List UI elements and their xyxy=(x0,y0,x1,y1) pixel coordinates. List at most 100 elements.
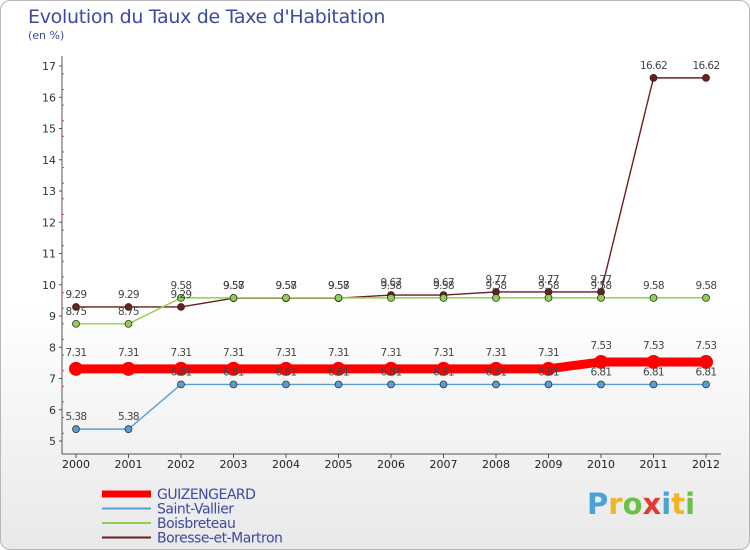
data-point xyxy=(72,319,80,328)
data-point xyxy=(177,294,185,302)
data-point xyxy=(282,380,290,389)
data-label: 7.53 xyxy=(591,340,612,352)
data-label: 7.31 xyxy=(276,347,297,359)
data-label: 9.58 xyxy=(276,280,297,292)
data-point xyxy=(436,361,451,376)
data-point xyxy=(279,361,293,376)
data-point xyxy=(649,380,658,389)
legend-label: Boisbreteau xyxy=(157,516,235,532)
data-point xyxy=(702,74,710,82)
data-label: 9.58 xyxy=(328,280,349,292)
data-point xyxy=(72,303,80,311)
data-label: 6.81 xyxy=(328,366,349,378)
x-tick-label: 2012 xyxy=(692,458,720,471)
x-tick-label: 2008 xyxy=(482,458,510,471)
data-label: 6.81 xyxy=(643,366,664,378)
data-label: 6.81 xyxy=(433,366,454,378)
legend-label: Saint-Vallier xyxy=(157,502,234,518)
data-label: 9.58 xyxy=(486,280,507,292)
data-point xyxy=(69,361,83,376)
data-point xyxy=(544,380,553,389)
x-tick-label: 2003 xyxy=(220,458,248,471)
data-label: 5.38 xyxy=(118,411,139,423)
data-label: 6.81 xyxy=(171,366,192,378)
data-label: 7.31 xyxy=(538,347,559,359)
data-point xyxy=(702,294,710,302)
data-point xyxy=(489,361,503,376)
data-label: 7.31 xyxy=(223,347,244,359)
data-point xyxy=(124,319,133,328)
data-point xyxy=(72,425,80,433)
data-label: 7.31 xyxy=(171,347,192,359)
y-tick-label: 8 xyxy=(49,341,56,354)
data-label: 7.31 xyxy=(118,347,139,359)
data-label: 9.58 xyxy=(696,280,717,292)
data-point xyxy=(387,294,395,302)
data-point xyxy=(597,294,605,302)
x-tick-label: 2001 xyxy=(115,458,143,471)
data-label: 9.29 xyxy=(66,289,87,301)
data-point xyxy=(384,361,398,376)
data-point xyxy=(226,361,241,376)
data-point xyxy=(439,294,448,302)
y-tick-label: 12 xyxy=(42,216,56,229)
data-point xyxy=(597,380,605,389)
data-point xyxy=(492,380,500,389)
data-label: 7.31 xyxy=(328,347,349,359)
data-label: 9.58 xyxy=(591,280,612,292)
series-line-1 xyxy=(76,383,706,430)
data-point xyxy=(649,74,658,82)
data-label: 9.58 xyxy=(538,280,559,292)
x-tick-label: 2011 xyxy=(640,458,668,471)
y-tick-label: 5 xyxy=(49,435,56,448)
data-label: 9.57 xyxy=(276,280,297,292)
data-label: 6.81 xyxy=(591,366,612,378)
data-point xyxy=(331,361,346,376)
data-point xyxy=(594,354,608,369)
y-tick-label: 17 xyxy=(42,60,56,73)
data-label: 5.38 xyxy=(66,411,87,423)
y-tick-label: 15 xyxy=(42,123,56,136)
data-label: 9.67 xyxy=(433,277,454,289)
data-point xyxy=(387,380,395,389)
data-label: 16.62 xyxy=(692,60,719,72)
legend-label: GUIZENGEARD xyxy=(157,487,255,503)
y-tick-label: 16 xyxy=(42,91,56,104)
data-point xyxy=(177,303,185,311)
data-point xyxy=(699,354,713,369)
data-point xyxy=(124,303,133,311)
data-point xyxy=(121,361,136,376)
data-point xyxy=(334,380,343,389)
data-label: 7.31 xyxy=(486,347,507,359)
data-label: 8.75 xyxy=(66,306,87,318)
data-point xyxy=(229,380,238,389)
data-point xyxy=(702,380,710,389)
data-label: 9.29 xyxy=(171,289,192,301)
data-point xyxy=(229,294,238,302)
data-label: 9.29 xyxy=(118,289,139,301)
legend-label: Boresse-et-Martron xyxy=(157,531,282,547)
y-tick-label: 6 xyxy=(49,404,56,417)
data-point xyxy=(544,294,553,302)
x-tick-label: 2002 xyxy=(167,458,195,471)
y-tick-label: 7 xyxy=(49,373,56,386)
data-label: 9.57 xyxy=(328,280,349,292)
data-label: 9.58 xyxy=(223,280,244,292)
chart-unit: (en %) xyxy=(28,29,65,42)
x-tick-label: 2005 xyxy=(325,458,353,471)
data-point xyxy=(282,294,290,302)
data-label: 7.31 xyxy=(66,347,87,359)
data-point xyxy=(174,361,188,376)
data-label: 6.81 xyxy=(381,366,402,378)
data-label: 9.77 xyxy=(486,274,507,286)
data-label: 9.58 xyxy=(433,280,454,292)
data-label: 9.77 xyxy=(591,274,612,286)
data-label: 9.57 xyxy=(223,280,244,292)
data-label: 7.53 xyxy=(696,340,717,352)
y-tick-label: 13 xyxy=(42,185,56,198)
y-tick-label: 9 xyxy=(49,310,56,323)
x-tick-label: 2006 xyxy=(377,458,405,471)
y-tick-label: 10 xyxy=(42,279,56,292)
data-label: 6.81 xyxy=(223,366,244,378)
